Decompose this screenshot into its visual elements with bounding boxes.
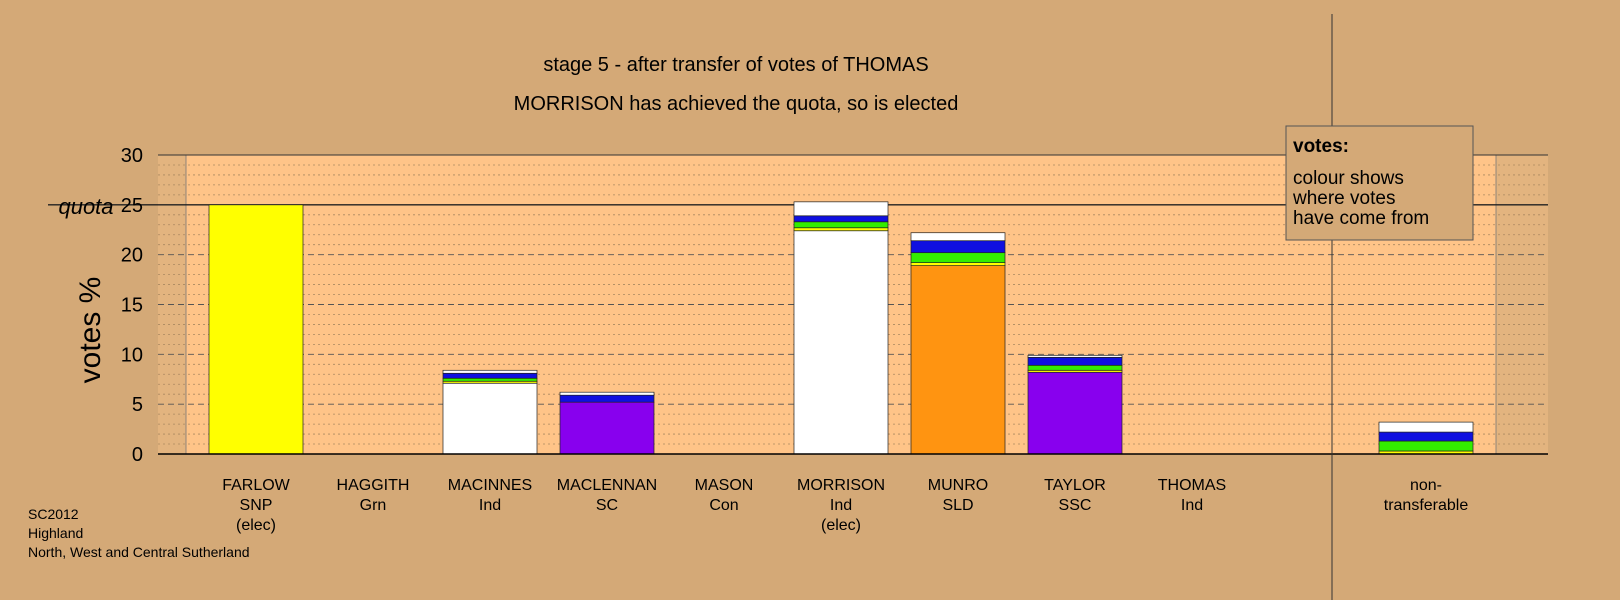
category-label: transferable bbox=[1384, 497, 1469, 514]
bar-segment bbox=[793, 201, 889, 217]
bar-segment bbox=[1378, 431, 1474, 442]
category-label: TAYLOR bbox=[1044, 477, 1106, 494]
bar-segment bbox=[793, 227, 889, 232]
bar-segment bbox=[208, 204, 304, 455]
category-label: non- bbox=[1410, 477, 1442, 494]
category-label: Ind bbox=[479, 497, 501, 514]
category-label: (elec) bbox=[236, 517, 276, 534]
y-axis-label: votes % bbox=[74, 277, 107, 384]
bar-segment bbox=[559, 391, 655, 396]
footer-line-2: Highland bbox=[28, 525, 84, 541]
bar-segment bbox=[793, 215, 889, 223]
chart-title: stage 5 - after transfer of votes of THO… bbox=[543, 54, 928, 76]
y-tick-label: 10 bbox=[121, 344, 143, 366]
axes: 0 5 10 15 20 25 30 bbox=[121, 14, 1548, 600]
bar-segment bbox=[910, 240, 1006, 254]
category-label: MORRISON bbox=[797, 477, 885, 494]
category-label: MACLENNAN bbox=[557, 477, 657, 494]
bar-segment bbox=[910, 252, 1006, 263]
legend: votes: colour shows where votes have com… bbox=[1285, 125, 1474, 241]
y-tick-label: 0 bbox=[132, 444, 143, 466]
category-label: Ind bbox=[830, 497, 852, 514]
bar-segment bbox=[442, 377, 538, 382]
y-tick-label: 15 bbox=[121, 295, 143, 317]
bar-segment bbox=[1378, 421, 1474, 433]
legend-box bbox=[1285, 125, 1474, 241]
category-label: MACINNES bbox=[448, 477, 532, 494]
category-label: FARLOW bbox=[222, 477, 290, 494]
category-label: SC bbox=[596, 497, 618, 514]
category-label: THOMAS bbox=[1158, 477, 1226, 494]
category-label: SSC bbox=[1059, 497, 1092, 514]
bar-segment bbox=[910, 265, 1006, 455]
legend-line-1: colour shows bbox=[1293, 168, 1404, 189]
bar-segment bbox=[1378, 440, 1474, 452]
category-label: Ind bbox=[1181, 497, 1203, 514]
category-label: Con bbox=[709, 497, 738, 514]
bars bbox=[208, 201, 1474, 455]
category-label: SNP bbox=[240, 497, 273, 514]
bar-segment bbox=[442, 369, 538, 374]
y-tick-label: 20 bbox=[121, 245, 143, 267]
category-labels: FARLOW SNP (elec) HAGGITH Grn MACINNES Ind MACL… bbox=[222, 477, 1468, 534]
bar-segment bbox=[793, 221, 889, 229]
bar-segment bbox=[910, 232, 1006, 242]
quota-label: quota bbox=[58, 194, 113, 219]
bar-segment bbox=[1027, 356, 1123, 366]
bar-segment bbox=[442, 382, 538, 455]
footer: SC2012 Highland North, West and Central … bbox=[28, 505, 250, 562]
chart-subtitle: MORRISON has achieved the quota, so is e… bbox=[514, 93, 959, 115]
category-label: HAGGITH bbox=[337, 477, 410, 494]
category-label: (elec) bbox=[821, 517, 861, 534]
bar-segment bbox=[1027, 354, 1123, 358]
y-tick-label: 25 bbox=[121, 195, 143, 217]
bar-segment bbox=[442, 372, 538, 379]
category-label: MASON bbox=[695, 477, 754, 494]
footer-line-1: SC2012 bbox=[28, 506, 79, 522]
category-label: MUNRO bbox=[928, 477, 988, 494]
legend-line-3: have come from bbox=[1293, 208, 1429, 229]
footer-line-3: North, West and Central Sutherland bbox=[28, 544, 250, 560]
bar-segment bbox=[559, 401, 655, 455]
bar-segment bbox=[1027, 371, 1123, 455]
bar-segment bbox=[910, 262, 1006, 266]
category-label: Grn bbox=[360, 497, 387, 514]
y-tick-label: 30 bbox=[121, 145, 143, 167]
bar-segment bbox=[1027, 364, 1123, 371]
bar-segment bbox=[559, 394, 655, 403]
bar-segment bbox=[793, 230, 889, 455]
legend-title: votes: bbox=[1293, 136, 1349, 157]
y-tick-label: 5 bbox=[132, 394, 143, 416]
legend-line-2: where votes bbox=[1292, 188, 1395, 209]
category-label: SLD bbox=[942, 497, 973, 514]
